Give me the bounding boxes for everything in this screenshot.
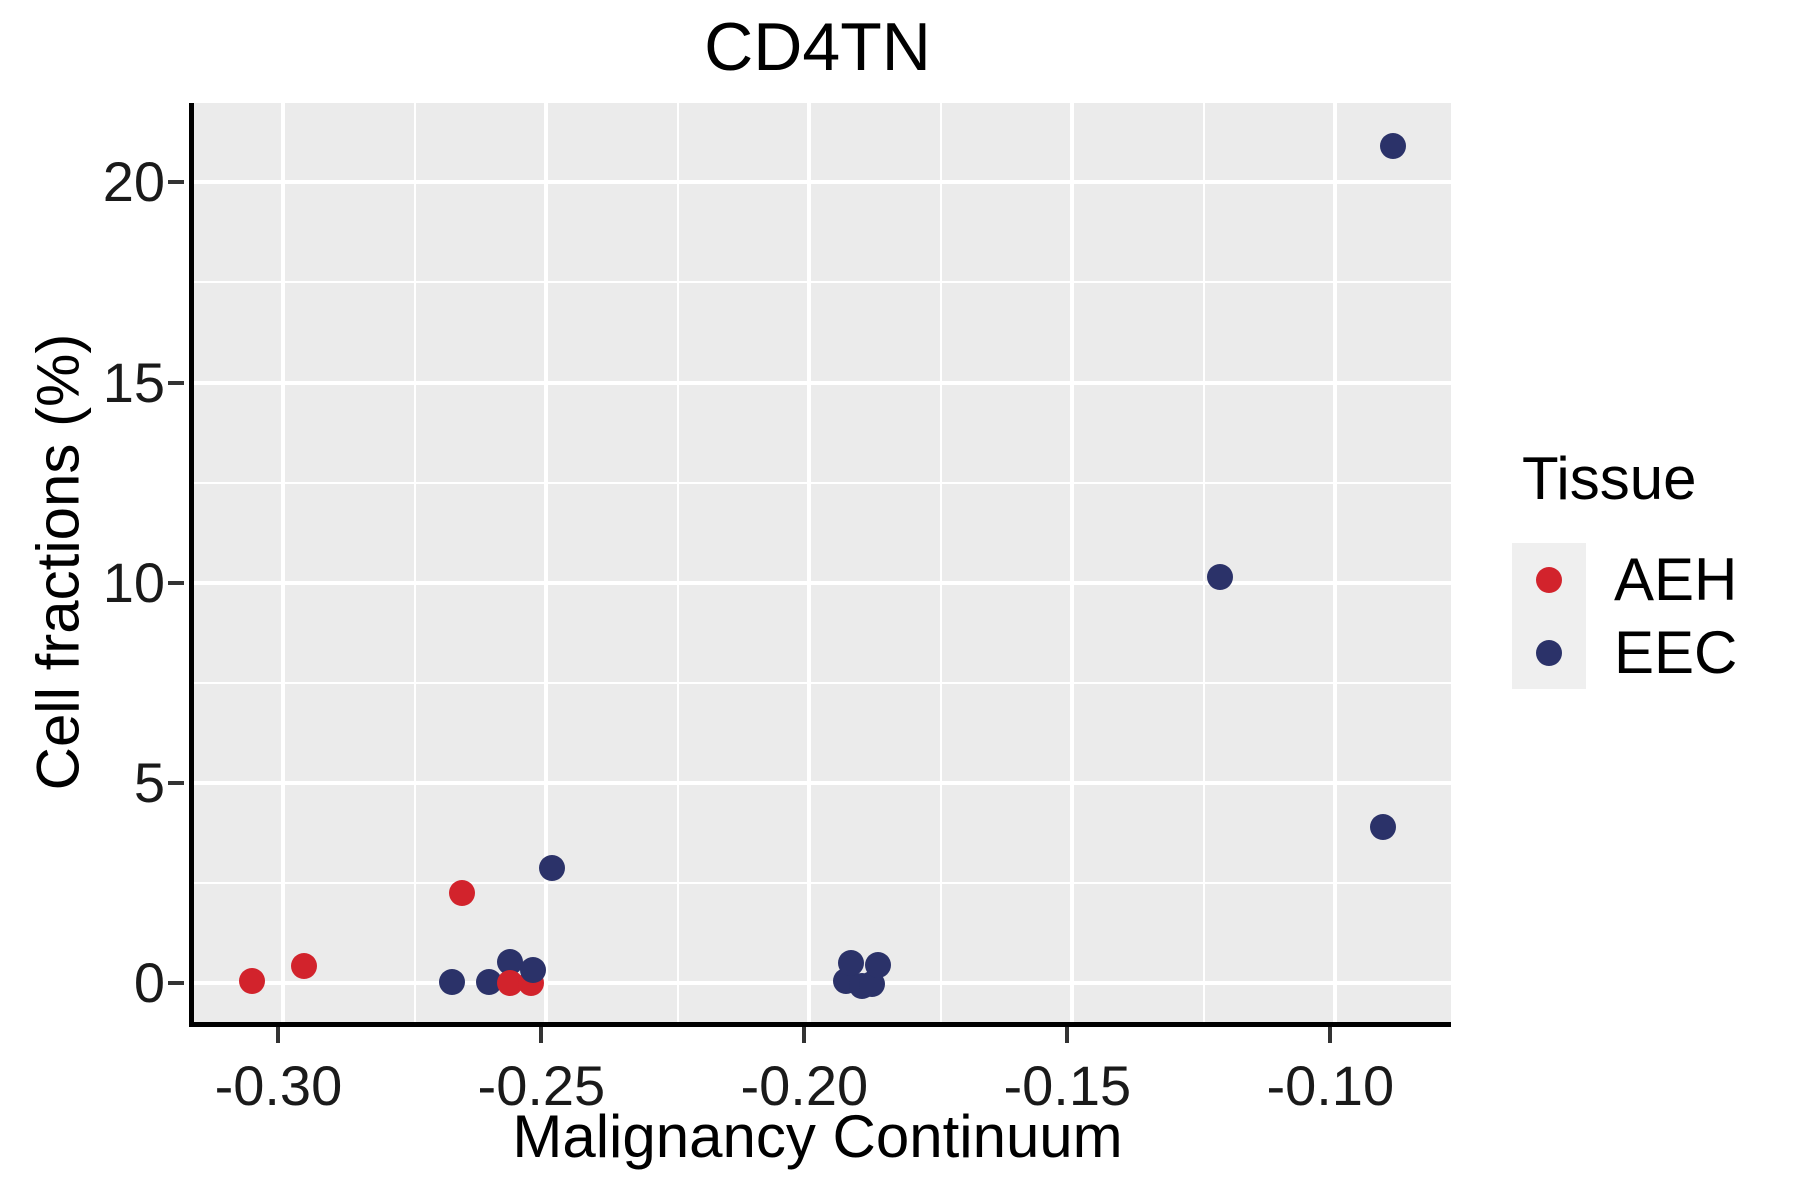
chart-title: CD4TN [704, 9, 931, 85]
x-axis-tick [1328, 1027, 1333, 1043]
horizontal-gridline-minor [194, 481, 1451, 484]
y-axis-tick-label: 20 [102, 150, 165, 214]
vertical-gridline-minor [676, 103, 679, 1022]
legend-entry: EEC [1512, 616, 1737, 689]
legend-dot-icon [1536, 639, 1562, 666]
x-axis-tick-label: -0.20 [740, 1054, 869, 1117]
y-axis-tick [168, 981, 184, 986]
vertical-gridline-minor [1202, 103, 1205, 1022]
legend-key-swatch [1512, 616, 1586, 689]
x-axis-tick [1065, 1027, 1070, 1043]
legend-title: Tissue [1522, 445, 1697, 512]
x-axis-tick [539, 1027, 544, 1043]
y-axis-tick [168, 580, 184, 585]
legend-key-swatch [1512, 543, 1586, 616]
vertical-gridline-minor [413, 103, 416, 1022]
legend: Tissue AEH EEC [1512, 444, 1737, 689]
horizontal-gridline-major [194, 380, 1451, 385]
legend-keys: AEH EEC [1512, 543, 1737, 689]
data-point-aeh [291, 952, 318, 979]
horizontal-gridline-major [194, 981, 1451, 986]
y-axis-tick-label: 15 [102, 350, 165, 414]
legend-entry: AEH [1512, 543, 1737, 616]
data-point-eec [538, 854, 565, 881]
y-axis-tick-label: 10 [102, 550, 165, 614]
x-axis-title: Malignancy Continuum [512, 1103, 1123, 1170]
data-point-aeh [238, 968, 265, 995]
x-axis-tick [802, 1027, 807, 1043]
y-axis-tick [168, 780, 184, 785]
vertical-gridline-minor [939, 103, 942, 1022]
horizontal-gridline-minor [194, 882, 1451, 885]
y-axis-tick [168, 380, 184, 385]
data-point-eec [1369, 813, 1396, 840]
y-axis-tick-label: 0 [133, 951, 165, 1015]
plot-panel [189, 103, 1451, 1027]
vertical-gridline-major [807, 103, 812, 1022]
data-point-eec [1380, 133, 1407, 160]
x-axis-tick-label: -0.10 [1266, 1054, 1395, 1117]
legend-entry-label: EEC [1614, 619, 1738, 686]
data-point-eec [520, 956, 547, 983]
horizontal-gridline-major [194, 580, 1451, 585]
horizontal-gridline-major [194, 180, 1451, 185]
x-axis-tick [276, 1027, 281, 1043]
data-point-eec [864, 952, 891, 979]
vertical-gridline-major [281, 103, 286, 1022]
legend-entry-label: AEH [1614, 546, 1738, 613]
vertical-gridline-major [544, 103, 549, 1022]
x-axis-tick-label: -0.30 [214, 1054, 343, 1117]
data-point-eec [838, 950, 865, 977]
data-point-eec [438, 968, 465, 995]
horizontal-gridline-major [194, 780, 1451, 785]
legend-dot-icon [1536, 566, 1562, 593]
y-axis-tick [168, 180, 184, 185]
vertical-gridline-major [1070, 103, 1075, 1022]
x-axis-tick-label: -0.25 [477, 1054, 606, 1117]
y-axis-tick-label: 5 [133, 750, 165, 814]
vertical-gridline-major [1333, 103, 1338, 1022]
horizontal-gridline-minor [194, 681, 1451, 684]
horizontal-gridline-minor [194, 281, 1451, 284]
data-point-aeh [449, 880, 476, 907]
x-axis-tick-label: -0.15 [1003, 1054, 1132, 1117]
data-point-eec [1206, 563, 1233, 590]
